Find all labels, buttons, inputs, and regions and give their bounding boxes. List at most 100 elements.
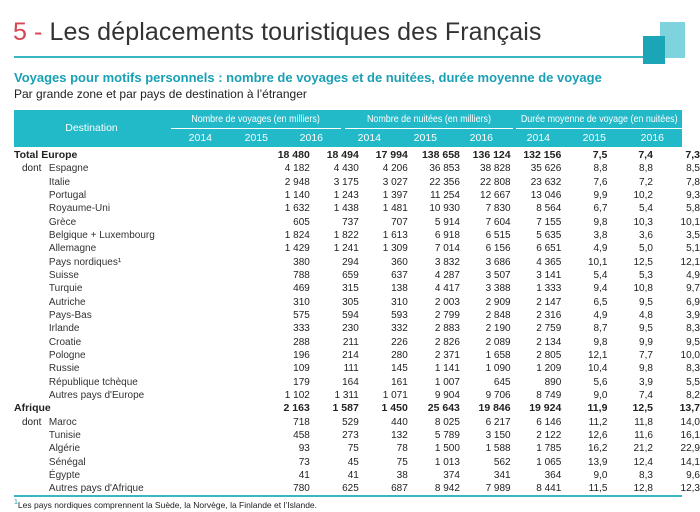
- title-rule: [14, 56, 682, 58]
- table-cell: 1 438: [333, 203, 359, 215]
- decor-square-dark: [643, 36, 665, 64]
- table-cell: 13 046: [530, 190, 562, 202]
- table-cell: 19 924: [529, 402, 562, 415]
- table-cell: 1 397: [382, 190, 408, 202]
- table-row: Algérie 93 75 78 1 500 1 588 1 785 16,2 21,2 22,9: [14, 442, 700, 455]
- row-prefix: [14, 296, 49, 309]
- table-cell: 280: [391, 350, 408, 362]
- table-cell: 529: [342, 416, 359, 428]
- table-cell: 593: [391, 310, 408, 322]
- table-cell: 562: [493, 456, 511, 468]
- table-cell: 315: [342, 283, 359, 295]
- table-cell: 5,0: [639, 243, 653, 255]
- table-cell: 132 156: [523, 149, 562, 162]
- table-cell: 2 759: [536, 323, 562, 335]
- table-cell: 38 828: [480, 163, 511, 175]
- table-cell: 440: [391, 416, 408, 428]
- table-cell: 6 217: [485, 416, 511, 428]
- table-cell: 3,5: [686, 230, 700, 242]
- table-cell: 310: [391, 296, 408, 308]
- table-cell: 5,8: [686, 203, 700, 215]
- row-prefix: [14, 216, 49, 229]
- table-cell: 1 065: [536, 456, 562, 468]
- country-label: Tunisie: [48, 430, 81, 442]
- table-cell: 18 494: [326, 149, 359, 162]
- table-cell: 7 989: [485, 483, 511, 495]
- table-cell: 6 515: [485, 230, 511, 242]
- table-cell: 360: [391, 256, 408, 268]
- table-cell: 138: [391, 283, 408, 295]
- table-cell: 2 799: [434, 310, 460, 322]
- table-cell: 605: [293, 216, 310, 228]
- table-cell: 8,8: [639, 163, 653, 175]
- table-cell: 9,5: [639, 296, 653, 308]
- table-cell: 594: [342, 310, 359, 322]
- table-cell: 8,8: [593, 163, 608, 175]
- table-cell: 7,6: [593, 176, 608, 188]
- row-prefix: [14, 189, 49, 202]
- table-bottom-rule: [14, 495, 682, 497]
- table-cell: 3 507: [485, 270, 511, 282]
- table-cell: 5 789: [434, 430, 460, 442]
- row-prefix: [14, 229, 49, 242]
- table-cell: 145: [391, 363, 408, 375]
- row-prefix: [14, 176, 49, 189]
- country-label: Italie: [48, 176, 71, 188]
- table-cell: 5,4: [639, 203, 653, 215]
- table-cell: 3,9: [686, 310, 700, 322]
- row-prefix: [14, 429, 49, 442]
- table-cell: 4 182: [284, 163, 310, 175]
- table-cell: 1 007: [434, 376, 460, 388]
- country-label: Suisse: [48, 270, 79, 282]
- table-cell: 1 588: [485, 443, 511, 455]
- table-cell: 35 626: [530, 163, 562, 175]
- table-cell: 11,5: [588, 483, 608, 495]
- table-cell: 3 141: [536, 270, 562, 282]
- table-cell: 3,6: [639, 230, 653, 242]
- table-cell: 333: [293, 323, 310, 335]
- header-divider: [171, 128, 341, 129]
- table-cell: 75: [347, 443, 359, 455]
- table-cell: 179: [293, 376, 310, 388]
- table-cell: 10,2: [633, 190, 653, 202]
- table-cell: 4,9: [593, 243, 608, 255]
- table-cell: 2 909: [485, 296, 511, 308]
- table-cell: 7 155: [536, 216, 562, 228]
- header-divider: [345, 128, 513, 129]
- table-cell: 8 749: [536, 390, 562, 402]
- table-cell: 10 930: [429, 203, 460, 215]
- year-header: 2014: [526, 132, 550, 144]
- year-header: 2015: [582, 132, 606, 144]
- table-cell: 310: [293, 296, 310, 308]
- table-cell: 22 808: [480, 176, 511, 188]
- table-cell: 1 241: [333, 243, 359, 255]
- table-cell: 5,5: [686, 376, 700, 388]
- table-cell: 25 643: [427, 402, 460, 415]
- table-cell: 659: [342, 270, 359, 282]
- table-cell: 14,1: [680, 456, 700, 468]
- table-cell: 1 243: [333, 190, 359, 202]
- table-cell: 645: [493, 376, 511, 388]
- table-cell: 3 175: [333, 176, 359, 188]
- group-header-voyages: Nombre de voyages (en milliers): [191, 113, 321, 125]
- table-cell: 625: [342, 483, 359, 495]
- table-cell: 10,3: [633, 216, 653, 228]
- table-cell: 18 480: [277, 149, 310, 162]
- country-label: Autriche: [48, 296, 86, 308]
- table-cell: 7,4: [638, 149, 653, 162]
- table-cell: 14,0: [680, 416, 700, 428]
- table-cell: 7,8: [686, 176, 700, 188]
- table-row: Allemagne 1 429 1 241 1 309 7 014 6 156 6 651 4…: [14, 242, 700, 255]
- table-cell: 8 564: [536, 203, 562, 215]
- header-divider: [516, 128, 682, 129]
- year-header: 2014: [188, 132, 212, 144]
- table-cell: 3,9: [639, 376, 653, 388]
- table-cell: 9,9: [593, 190, 608, 202]
- country-label: Pays-Bas: [48, 310, 92, 322]
- table-cell: 294: [342, 256, 359, 268]
- table-cell: 788: [293, 270, 310, 282]
- table-cell: 273: [342, 430, 359, 442]
- country-label: Turquie: [48, 283, 83, 295]
- table-cell: 5 914: [434, 216, 460, 228]
- table-cell: 7,3: [685, 149, 700, 162]
